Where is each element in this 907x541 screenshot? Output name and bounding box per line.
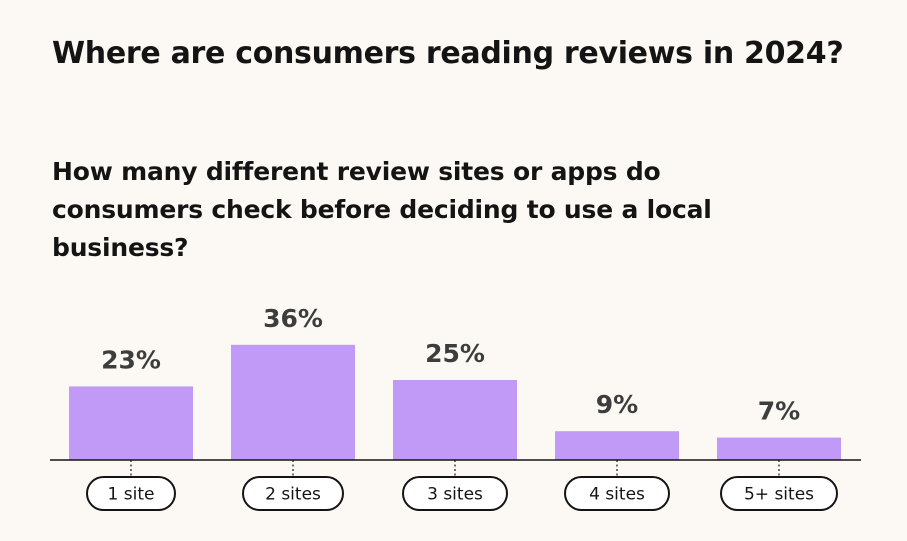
- category-label-3: 3 sites: [427, 485, 483, 505]
- value-label-2: 36%: [263, 304, 323, 333]
- category-pill-5: [720, 476, 838, 511]
- labels-layer: 23% 1 site 36% 2 sites 25% 3 sites 9% 4 sites 7%…: [86, 304, 838, 511]
- bar-4: [555, 431, 679, 460]
- value-label-1: 23%: [101, 345, 161, 374]
- category-label-1: 1 site: [108, 485, 155, 505]
- bar-5: [717, 437, 841, 460]
- value-label-5: 7%: [758, 397, 800, 426]
- value-label-3: 25%: [425, 339, 485, 368]
- category-pill-3: [402, 476, 508, 511]
- chart-title: Where are consumers reading reviews in 2…: [52, 36, 844, 71]
- bar-3: [393, 380, 517, 460]
- category-pill-4: [564, 476, 670, 511]
- value-label-4: 9%: [596, 390, 638, 419]
- category-label-4: 4 sites: [589, 485, 645, 505]
- category-label-5: 5+ sites: [744, 485, 814, 505]
- bar-1: [69, 386, 193, 460]
- category-label-2: 2 sites: [265, 485, 321, 505]
- category-pill-2: [242, 476, 344, 511]
- chart-subtitle: How many different review sites or apps …: [52, 157, 712, 262]
- bars-layer: [69, 344, 841, 460]
- bar-2: [231, 344, 355, 460]
- category-pill-1: [86, 476, 176, 511]
